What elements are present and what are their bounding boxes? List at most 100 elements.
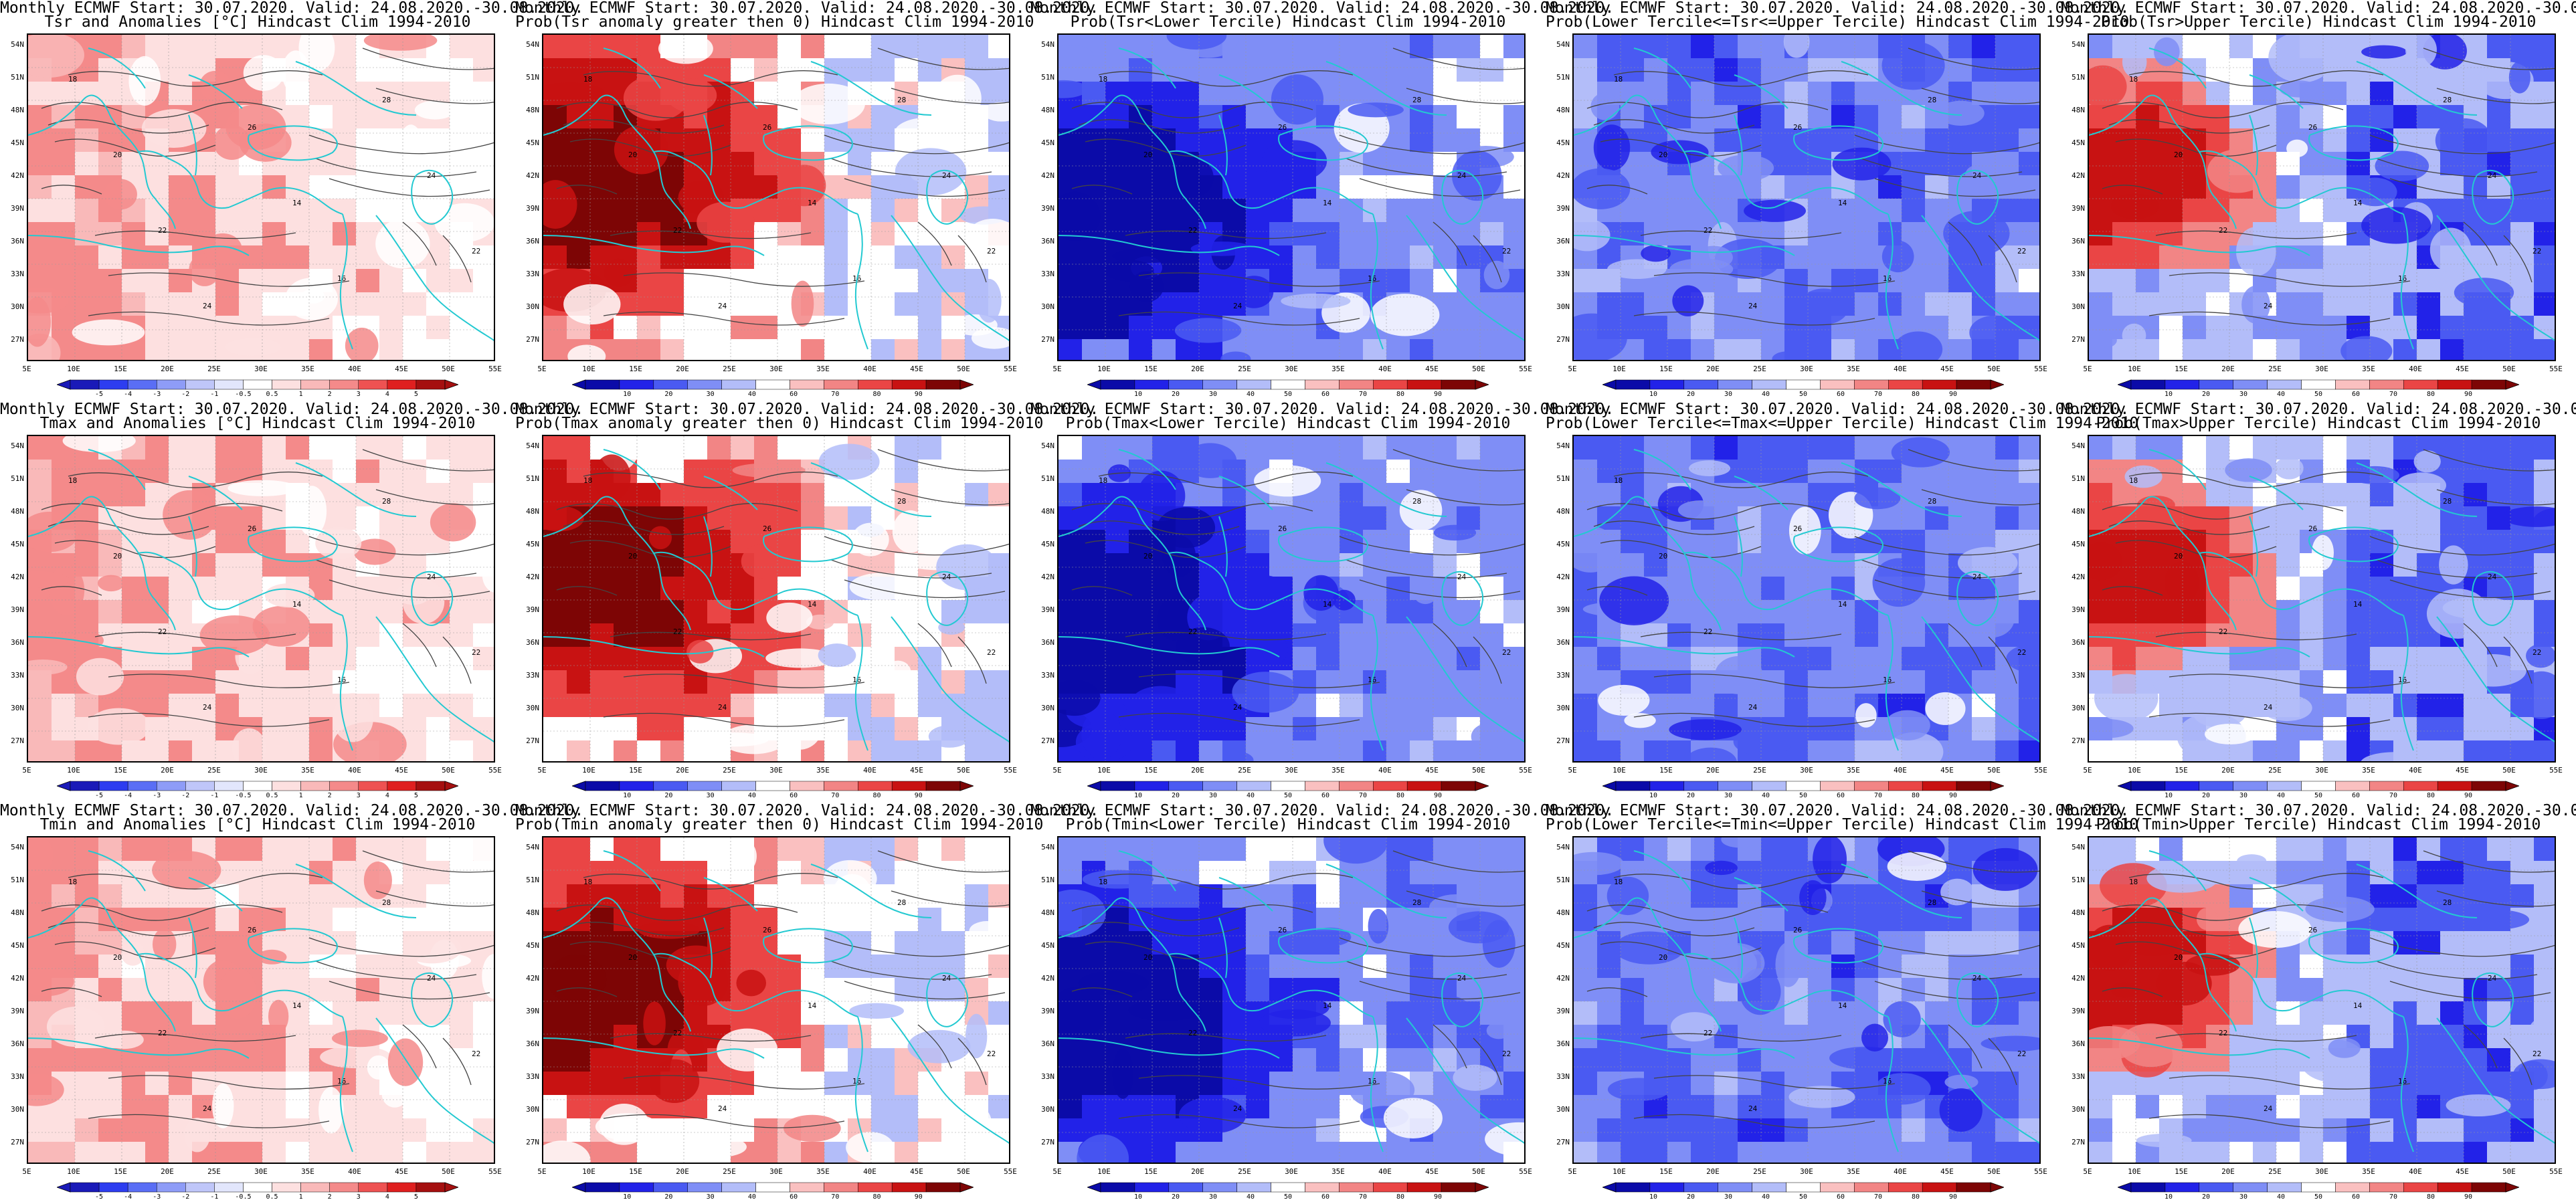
- field-cell: [2417, 506, 2441, 530]
- field-cell: [2159, 436, 2183, 460]
- field-cell: [1152, 82, 1176, 106]
- field-cell: [2417, 717, 2441, 741]
- field-cell: [1363, 717, 1387, 741]
- field-cell: [754, 861, 778, 885]
- field-cell: [988, 1142, 1009, 1163]
- field-cell: [684, 670, 708, 694]
- field-cell: [731, 292, 755, 316]
- field-blob: [1303, 575, 1339, 611]
- field-cell: [262, 908, 286, 932]
- field-cell: [239, 670, 263, 694]
- field-cell: [1948, 292, 1972, 316]
- legend-swatch: [585, 1182, 620, 1193]
- field-cell: [75, 1048, 99, 1072]
- legend-tick-label: 80: [2426, 792, 2435, 799]
- field-cell: [1105, 553, 1129, 577]
- coastline: [88, 449, 146, 490]
- field-cell: [379, 483, 403, 507]
- field-cell: [1433, 460, 1457, 484]
- field-cell: [2510, 105, 2535, 129]
- field-cell: [988, 884, 1009, 908]
- legend-swatch: [1820, 781, 1855, 791]
- legend-tick-label: 20: [2201, 391, 2211, 398]
- contour-label: 28: [897, 898, 906, 907]
- field-cell: [2229, 647, 2253, 671]
- field-blob: [1261, 140, 1327, 182]
- field-cell: [2159, 175, 2183, 199]
- field-blob: [1708, 574, 1733, 621]
- field-cell: [2253, 199, 2277, 223]
- field-cell: [1995, 694, 2019, 718]
- temperature-contour: [1988, 235, 2017, 283]
- field-cell: [1503, 694, 1524, 718]
- field-cell: [1269, 837, 1293, 862]
- field-cell: [1597, 460, 1621, 484]
- field-cell: [379, 955, 403, 979]
- field-cell: [2206, 339, 2230, 360]
- field-cell: [988, 1095, 1009, 1119]
- field-cell: [965, 623, 989, 647]
- field-cell: [1269, 35, 1293, 59]
- contour-label: 28: [897, 497, 906, 506]
- field-cell: [1246, 717, 1270, 741]
- field-cell: [1972, 647, 1996, 671]
- field-cell: [333, 105, 357, 129]
- coastline: [926, 972, 968, 1027]
- field-cell: [1105, 506, 1129, 530]
- lat-label: 30N: [1556, 302, 1570, 311]
- field-blob: [2241, 286, 2270, 324]
- field-cell: [1995, 460, 2019, 484]
- field-cell: [637, 884, 661, 908]
- lat-label: 33N: [11, 1072, 24, 1081]
- field-cell: [871, 1095, 895, 1119]
- contour-label: 24: [942, 573, 951, 581]
- field-cell: [403, 58, 427, 82]
- field-cell: [2276, 199, 2300, 223]
- legend-swatch: [2301, 379, 2336, 390]
- temperature-contour: [1078, 119, 1240, 134]
- field-cell: [871, 199, 895, 223]
- field-blob: [849, 1003, 905, 1019]
- field-cell: [1714, 35, 1738, 59]
- field-cell: [824, 530, 848, 554]
- field-cell: [2019, 577, 2039, 601]
- lat-label: 33N: [11, 671, 24, 680]
- field-cell: [2534, 175, 2555, 199]
- coastline: [188, 917, 197, 979]
- coastline: [891, 1017, 1009, 1144]
- field-cell: [1902, 128, 1926, 153]
- field-cell: [2534, 553, 2555, 577]
- lat-label: 33N: [2072, 270, 2085, 278]
- legend-tick-label: 90: [914, 792, 923, 799]
- lat-label: 27N: [526, 335, 539, 344]
- lon-label: 15E: [1659, 766, 1673, 775]
- temperature-contour: [88, 311, 330, 326]
- field-cell: [2440, 647, 2464, 671]
- field-cell: [1176, 740, 1200, 761]
- field-cell: [2487, 316, 2511, 340]
- legend-swatch: [2267, 379, 2302, 390]
- field-cell: [590, 553, 614, 577]
- field-cell: [1082, 506, 1106, 530]
- field-cell: [309, 199, 333, 223]
- temperature-contour: [362, 850, 494, 873]
- field-cell: [1433, 128, 1457, 153]
- field-cell: [75, 152, 99, 176]
- temperature-contour: [94, 230, 296, 239]
- coastline: [743, 989, 858, 1017]
- field-cell: [1503, 670, 1524, 694]
- field-cell: [98, 530, 122, 554]
- field-cell: [2534, 152, 2555, 176]
- legend-swatch: [1373, 781, 1408, 791]
- coastline: [743, 588, 858, 616]
- field-cell: [590, 1048, 614, 1072]
- field-blob: [2165, 561, 2199, 603]
- temperature-contour: [375, 88, 494, 104]
- lat-label: 51N: [1556, 474, 1570, 483]
- field-cell: [1199, 837, 1223, 862]
- legend-swatch: [329, 379, 359, 390]
- legend-tick-label: -4: [124, 792, 132, 799]
- field-cell: [473, 506, 494, 530]
- legend-swatch: [243, 781, 272, 791]
